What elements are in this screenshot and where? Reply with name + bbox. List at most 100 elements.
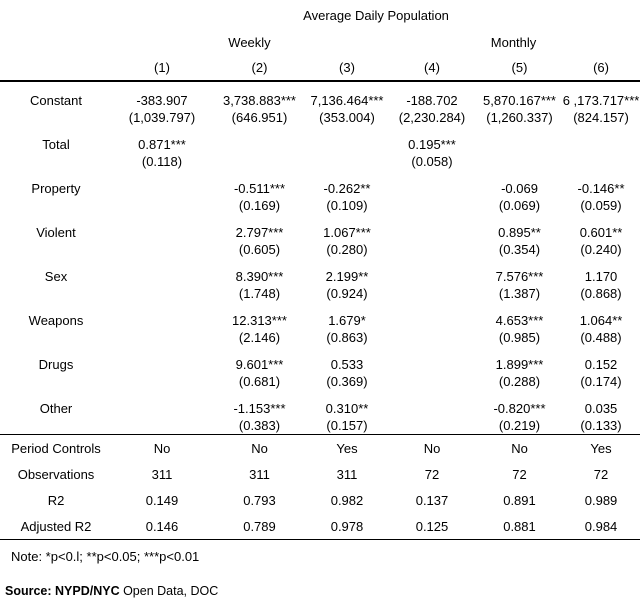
std-error-cell <box>212 153 307 170</box>
std-error-cell <box>387 373 477 390</box>
estimate-cell: 12.313*** <box>232 313 287 328</box>
estimate-cell: 2.199** <box>325 269 369 284</box>
std-error-row: (2.146) (0.863) (0.985) (0.488) <box>0 329 640 346</box>
coefficient-row: Drugs 9.601*** 0.533 1.899*** 0.152 <box>0 346 640 373</box>
std-error-row: (1.748) (0.924) (1.387) (0.868) <box>0 285 640 302</box>
summary-cell: 0.789 <box>212 513 307 540</box>
estimate-cell: 9.601*** <box>235 357 284 372</box>
std-error-cell <box>562 153 640 170</box>
std-error-cell <box>387 197 477 214</box>
estimate-cell <box>112 170 212 197</box>
row-label-spacer <box>0 197 112 214</box>
source-label: Source: NYPD/NYC <box>5 584 120 598</box>
column-number-2: (2) <box>212 55 307 82</box>
summary-cell: 72 <box>424 466 440 482</box>
summary-row: Adjusted R2 0.146 0.789 0.978 0.125 0.881 0.98… <box>0 513 640 540</box>
estimate-cell: -0.069 <box>501 181 538 196</box>
std-error-cell <box>387 417 477 435</box>
estimate-cell <box>387 258 477 285</box>
estimate-cell: 0.310** <box>325 401 369 416</box>
summary-cell: 311 <box>249 466 270 482</box>
std-error-cell <box>477 153 562 170</box>
summary-cell: 0.989 <box>584 492 618 508</box>
regression-table: Average Daily Population Weekly Monthly … <box>0 0 640 540</box>
std-error-cell: (0.059) <box>580 198 622 213</box>
summary-row: Period Controls No No Yes No No Yes <box>0 435 640 462</box>
estimate-cell: 6 ,173.717*** <box>562 93 640 108</box>
group-spacer <box>0 30 112 55</box>
column-number-6: (6) <box>562 55 640 82</box>
row-label-spacer <box>0 241 112 258</box>
summary-cell: Yes <box>590 440 612 456</box>
std-error-cell <box>112 329 212 346</box>
std-error-cell: (0.863) <box>326 330 368 345</box>
summary-cell: 311 <box>336 466 358 482</box>
estimate-cell <box>387 390 477 417</box>
row-label: Adjusted R2 <box>0 513 112 540</box>
std-error-row: (0.118) (0.058) <box>0 153 640 170</box>
coefficient-row: Constant -383.907 3,738.883*** 7,136.464***… <box>0 81 640 109</box>
estimate-cell: 1.679* <box>328 313 366 328</box>
std-error-cell: (0.354) <box>498 242 541 257</box>
coefficient-row: Total 0.871*** 0.195*** <box>0 126 640 153</box>
estimate-cell: 5,870.167*** <box>482 93 556 108</box>
estimate-cell: 0.601** <box>579 225 623 240</box>
std-error-cell <box>387 329 477 346</box>
estimate-cell: 7,136.464*** <box>310 93 384 108</box>
estimate-cell: 7.576*** <box>495 269 544 284</box>
estimate-cell <box>212 126 307 153</box>
table-header: Average Daily Population Weekly Monthly … <box>0 0 640 82</box>
summary-cell: No <box>423 440 441 456</box>
std-error-row: (0.605) (0.280) (0.354) (0.240) <box>0 241 640 258</box>
row-label: Drugs <box>38 357 74 372</box>
column-group-row: Weekly Monthly <box>0 30 640 55</box>
column-number-5: (5) <box>477 55 562 82</box>
std-error-cell: (0.488) <box>580 330 622 345</box>
column-group-weekly: Weekly <box>228 35 271 50</box>
summary-cell: No <box>511 440 528 456</box>
coefficient-row: Other -1.153*** 0.310** -0.820*** 0.035 <box>0 390 640 417</box>
summary-cell: 311 <box>151 466 173 482</box>
std-error-cell: (0.369) <box>326 374 368 389</box>
std-error-cell <box>307 153 387 170</box>
estimate-cell: -0.511*** <box>233 181 286 196</box>
std-error-cell: (0.288) <box>498 374 541 389</box>
std-error-row: (0.169) (0.109) (0.069) (0.059) <box>0 197 640 214</box>
std-error-cell: (0.118) <box>141 154 183 169</box>
estimate-cell: 1.899*** <box>495 357 544 372</box>
column-number-1: (1) <box>112 55 212 82</box>
coefficient-row: Sex 8.390*** 2.199** 7.576*** 1.170 <box>0 258 640 285</box>
summary-cell: 0.891 <box>503 492 536 508</box>
estimate-cell <box>387 214 477 241</box>
std-error-cell: (0.157) <box>307 417 387 435</box>
row-label: R2 <box>47 492 65 508</box>
row-label: Property <box>31 181 81 196</box>
row-label-spacer <box>0 417 112 435</box>
row-label: Weapons <box>28 313 84 328</box>
estimate-cell: -0.146** <box>577 181 625 196</box>
std-error-cell <box>112 417 212 435</box>
estimate-cell <box>112 390 212 417</box>
estimate-cell: 4.653*** <box>495 313 544 328</box>
estimate-cell <box>112 302 212 329</box>
std-error-cell: (0.240) <box>580 242 622 257</box>
table-title: Average Daily Population <box>303 7 449 23</box>
column-number-3: (3) <box>307 55 387 82</box>
summary-rows: Period Controls No No Yes No No Yes Observation… <box>0 435 640 540</box>
summary-cell: 72 <box>512 466 527 482</box>
source-text: Open Data, DOC <box>119 584 219 598</box>
estimate-cell <box>387 302 477 329</box>
column-group-monthly: Monthly <box>490 35 537 50</box>
estimate-cell: -0.820*** <box>493 401 546 416</box>
summary-row: Observations 311 311 311 72 72 72 <box>0 461 640 487</box>
summary-cell: 0.137 <box>415 492 449 508</box>
estimate-cell: -1.153*** <box>233 401 286 416</box>
std-error-cell: (0.681) <box>238 374 281 389</box>
estimate-cell: 0.895** <box>498 225 541 240</box>
coefficient-row: Property -0.511*** -0.262** -0.069 -0.146** <box>0 170 640 197</box>
std-error-cell: (646.951) <box>231 110 288 125</box>
estimate-cell: 1.067*** <box>323 225 371 240</box>
source-line: Source: NYPD/NYC Open Data, DOC <box>5 584 640 598</box>
row-label-spacer <box>0 373 112 390</box>
estimate-cell: 0.195*** <box>408 137 456 152</box>
